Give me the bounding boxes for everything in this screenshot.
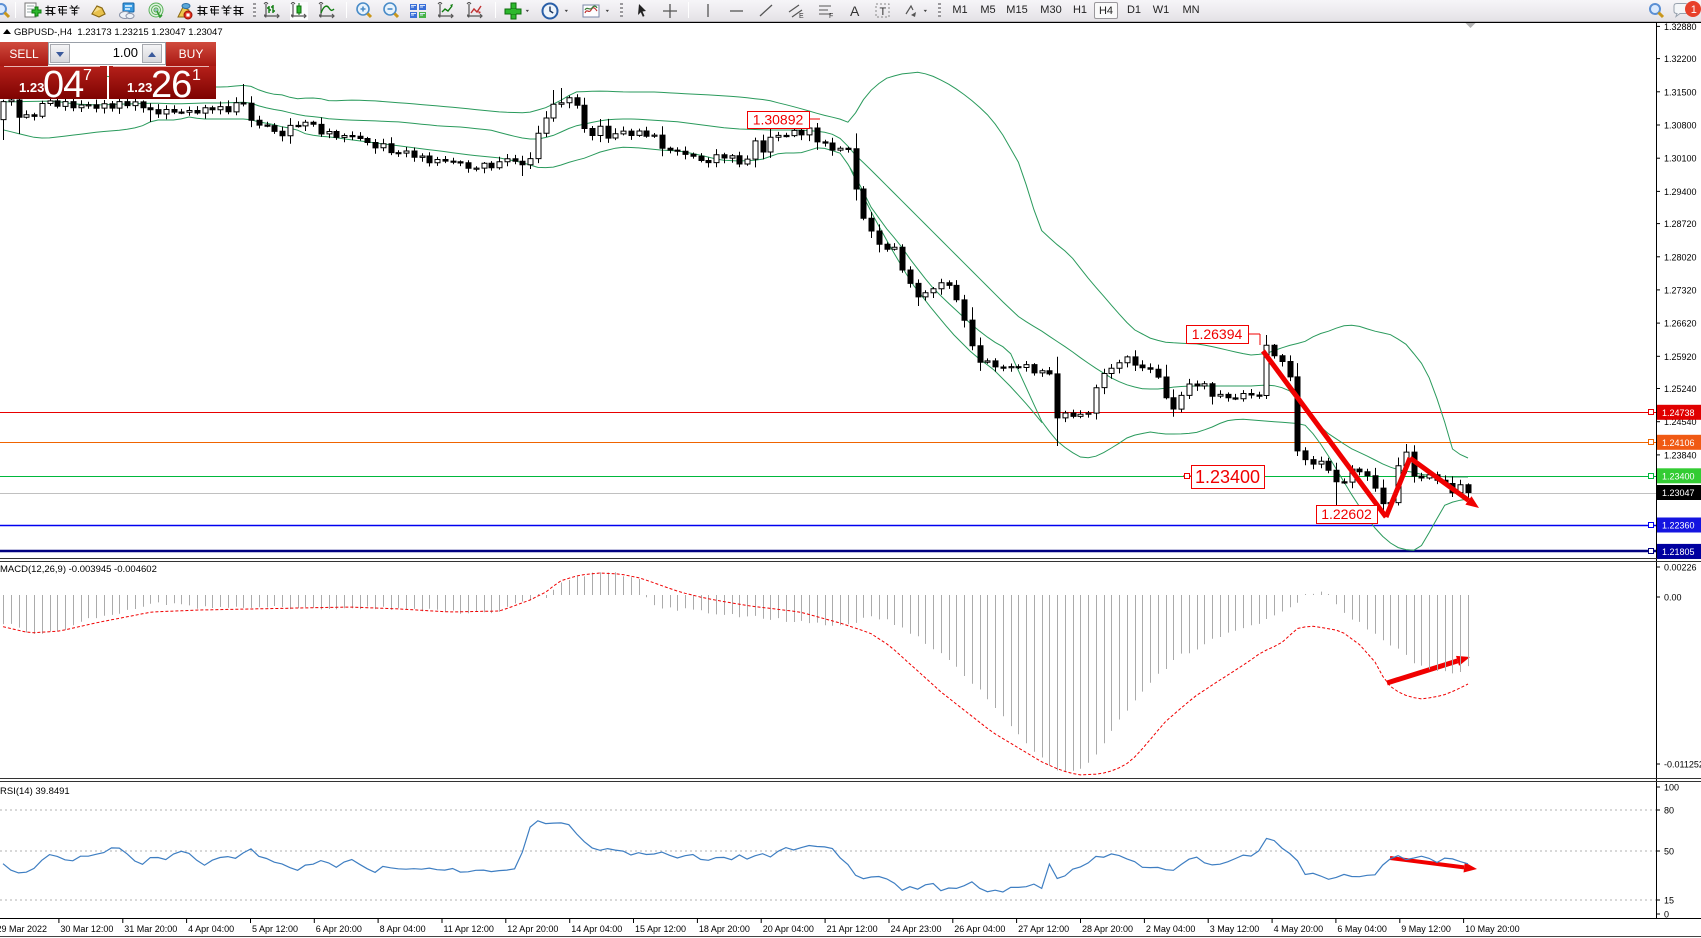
svg-text:T: T	[880, 6, 887, 18]
svg-text:6 May 04:00: 6 May 04:00	[1337, 924, 1387, 934]
svg-text:1.24540: 1.24540	[1664, 417, 1697, 427]
svg-text:1.26620: 1.26620	[1664, 319, 1697, 329]
svg-text:GBPUSD-,H4 1.23173 1.23215 1.: GBPUSD-,H4 1.23173 1.23215 1.23047 1.230…	[14, 27, 223, 38]
svg-text:6 Apr 20:00: 6 Apr 20:00	[316, 924, 362, 934]
svg-text:27 Apr 12:00: 27 Apr 12:00	[1018, 924, 1069, 934]
svg-text:1.23840: 1.23840	[1664, 450, 1697, 460]
svg-text:1.23047: 1.23047	[1662, 488, 1695, 498]
svg-text:9 May 12:00: 9 May 12:00	[1401, 924, 1451, 934]
svg-text:10 May 20:00: 10 May 20:00	[1465, 924, 1520, 934]
svg-text:5 Apr 12:00: 5 Apr 12:00	[252, 924, 298, 934]
svg-text:15 Apr 12:00: 15 Apr 12:00	[635, 924, 686, 934]
svg-text:3 May 12:00: 3 May 12:00	[1210, 924, 1260, 934]
svg-text:RSI(14) 39.8491: RSI(14) 39.8491	[0, 786, 70, 797]
svg-text:1.24106: 1.24106	[1662, 438, 1695, 448]
svg-text:31 Mar 20:00: 31 Mar 20:00	[124, 924, 177, 934]
svg-text:1.30100: 1.30100	[1664, 154, 1697, 164]
svg-text:26 Apr 04:00: 26 Apr 04:00	[954, 924, 1005, 934]
svg-text:0.00: 0.00	[1664, 593, 1682, 603]
svg-text:1.32200: 1.32200	[1664, 54, 1697, 64]
svg-text:0: 0	[1664, 910, 1669, 920]
svg-text:1.30800: 1.30800	[1664, 121, 1697, 131]
svg-text:0.00226: 0.00226	[1664, 563, 1697, 573]
svg-text:1.25240: 1.25240	[1664, 384, 1697, 394]
svg-text:1.21805: 1.21805	[1662, 547, 1695, 557]
svg-text:A: A	[850, 3, 860, 19]
svg-text:20 Apr 04:00: 20 Apr 04:00	[763, 924, 814, 934]
svg-text:E: E	[799, 13, 804, 20]
svg-text:1.24738: 1.24738	[1662, 408, 1695, 418]
svg-text:1.28720: 1.28720	[1664, 219, 1697, 229]
svg-text:1.23400: 1.23400	[1195, 467, 1260, 487]
svg-text:8 Apr 04:00: 8 Apr 04:00	[380, 924, 426, 934]
svg-text:1.27320: 1.27320	[1664, 285, 1697, 295]
svg-text:1.29400: 1.29400	[1664, 187, 1697, 197]
svg-text:12 Apr 20:00: 12 Apr 20:00	[507, 924, 558, 934]
svg-text:50: 50	[1664, 847, 1674, 857]
svg-text:1.26394: 1.26394	[1192, 326, 1243, 342]
svg-text:-0.011252: -0.011252	[1664, 760, 1701, 770]
svg-text:24 Apr 23:00: 24 Apr 23:00	[891, 924, 942, 934]
svg-text:1.30892: 1.30892	[753, 112, 804, 128]
svg-text:1.28020: 1.28020	[1664, 252, 1697, 262]
svg-text:21 Apr 12:00: 21 Apr 12:00	[827, 924, 878, 934]
svg-text:11 Apr 12:00: 11 Apr 12:00	[444, 924, 494, 934]
svg-text:1.25920: 1.25920	[1664, 352, 1697, 362]
svg-text:1.22602: 1.22602	[1321, 506, 1372, 522]
svg-text:1.31500: 1.31500	[1664, 87, 1697, 97]
svg-text:100: 100	[1664, 783, 1679, 793]
svg-text:14 Apr 04:00: 14 Apr 04:00	[571, 924, 622, 934]
svg-text:F: F	[829, 13, 833, 20]
svg-text:4 Apr 04:00: 4 Apr 04:00	[188, 924, 234, 934]
svg-text:1.23400: 1.23400	[1662, 471, 1695, 481]
svg-text:80: 80	[1664, 806, 1674, 816]
svg-text:MACD(12,26,9) -0.003945 -0.004: MACD(12,26,9) -0.003945 -0.004602	[0, 564, 157, 575]
svg-text:28 Apr 20:00: 28 Apr 20:00	[1082, 924, 1133, 934]
svg-text:1.22360: 1.22360	[1662, 521, 1695, 531]
svg-text:15: 15	[1664, 896, 1674, 906]
svg-text:1: 1	[1691, 4, 1697, 16]
svg-text:18 Apr 20:00: 18 Apr 20:00	[699, 924, 750, 934]
svg-text:2 May 04:00: 2 May 04:00	[1146, 924, 1196, 934]
svg-text:4 May 20:00: 4 May 20:00	[1274, 924, 1324, 934]
svg-text:30 Mar 12:00: 30 Mar 12:00	[60, 924, 113, 934]
svg-text:1.32880: 1.32880	[1664, 22, 1697, 32]
svg-text:29 Mar 2022: 29 Mar 2022	[0, 924, 47, 934]
